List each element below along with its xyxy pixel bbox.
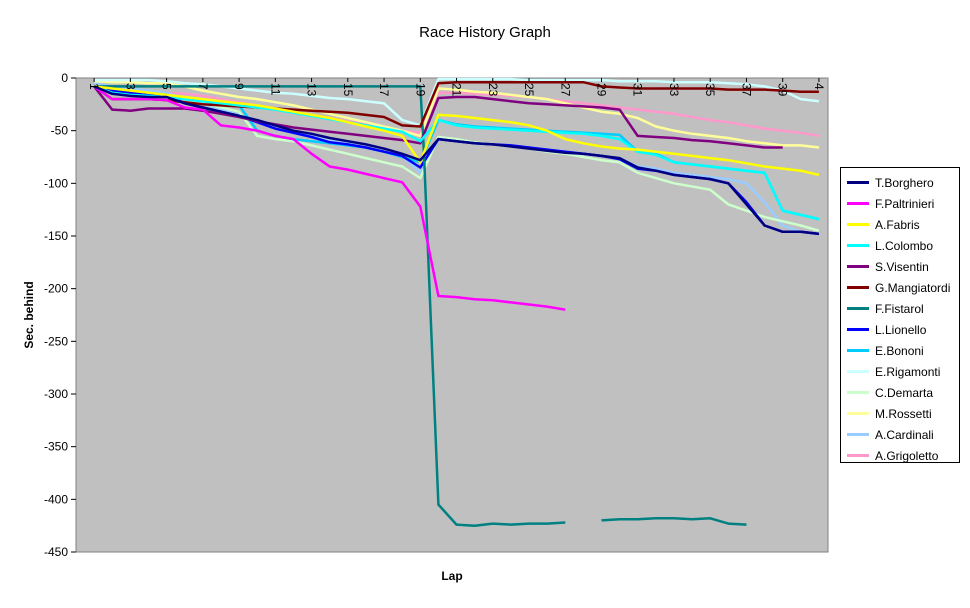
series-line-t-borghero	[93, 85, 820, 236]
legend-swatch	[847, 307, 869, 310]
chart-title: Race History Graph	[419, 24, 551, 41]
x-tick-label: 1	[87, 83, 101, 90]
legend-label: S.Visentin	[875, 259, 929, 274]
legend-label: G.Mangiatordi	[875, 280, 951, 295]
x-tick-label: 19	[413, 83, 427, 97]
legend-item: S.Visentin	[841, 256, 959, 277]
y-tick-label: -200	[44, 282, 68, 296]
x-tick-label: 37	[739, 83, 753, 97]
legend-swatch	[847, 349, 869, 352]
legend-label: M.Rossetti	[875, 406, 932, 421]
legend-label: A.Fabris	[875, 217, 920, 232]
y-tick-label: -400	[44, 492, 68, 506]
series-line-f-paltrinieri	[93, 85, 566, 311]
legend-swatch	[847, 391, 869, 394]
legend-swatch	[847, 370, 869, 373]
x-tick-label: 31	[631, 83, 645, 97]
x-tick-label: 17	[377, 83, 391, 97]
y-tick-label: -350	[44, 440, 68, 454]
legend-item: C.Demarta	[841, 382, 959, 403]
x-tick-label: 15	[341, 83, 355, 97]
legend-swatch	[847, 454, 869, 457]
legend-item: F.Fistarol	[841, 298, 959, 319]
x-tick-label: 39	[776, 83, 790, 97]
x-axis-label: Lap	[441, 569, 462, 583]
y-tick-label: 0	[61, 71, 68, 85]
legend-label: C.Demarta	[875, 385, 934, 400]
x-tick-label: 7	[196, 83, 210, 90]
series-line-m-rossetti	[94, 79, 820, 149]
x-tick-label: 3	[123, 83, 137, 90]
legend-item: F.Paltrinieri	[841, 193, 959, 214]
legend-label: T.Borghero	[875, 175, 934, 190]
legend-swatch	[847, 433, 869, 436]
legend-item: A.Grigoletto	[841, 445, 959, 466]
legend-label: E.Bononi	[875, 343, 924, 358]
legend-label: L.Lionello	[875, 322, 927, 337]
legend-item: T.Borghero	[841, 172, 959, 193]
series-line-l-colombo	[93, 85, 820, 221]
legend-swatch	[847, 244, 869, 247]
legend-item: M.Rossetti	[841, 403, 959, 424]
legend-item: L.Colombo	[841, 235, 959, 256]
plot-area	[75, 77, 829, 553]
x-tick-label: 5	[160, 83, 174, 90]
x-tick-label: 29	[594, 83, 608, 97]
x-tick-label: 23	[486, 83, 500, 97]
series-line-f-fistarol	[94, 85, 566, 527]
legend: T.Borghero F.Paltrinieri A.Fabris L.Colombo…	[840, 167, 960, 463]
legend-label: A.Grigoletto	[875, 448, 939, 463]
y-tick-label: -100	[44, 176, 68, 190]
y-tick-label: -50	[51, 124, 69, 138]
x-tick-label: 11	[268, 83, 282, 96]
legend-item: A.Fabris	[841, 214, 959, 235]
legend-swatch	[847, 328, 869, 331]
x-tick-label: 33	[667, 83, 681, 97]
series-line-a-grigoletto	[93, 85, 820, 138]
legend-swatch	[847, 412, 869, 415]
x-tick-label: 13	[305, 83, 319, 97]
legend-label: E.Rigamonti	[875, 364, 941, 379]
x-tick-label: 4	[812, 83, 826, 90]
legend-item: L.Lionello	[841, 319, 959, 340]
legend-swatch	[847, 181, 869, 184]
y-tick-label: -250	[44, 334, 68, 348]
y-tick-label: -150	[44, 229, 68, 243]
legend-item: A.Cardinali	[841, 424, 959, 445]
legend-swatch	[847, 265, 869, 268]
series-line-f-fistarol-part2	[601, 517, 747, 526]
y-tick-label: -300	[44, 387, 68, 401]
legend-label: L.Colombo	[875, 238, 934, 253]
x-tick-label: 25	[522, 83, 536, 97]
legend-swatch	[847, 223, 869, 226]
legend-label: F.Fistarol	[875, 301, 924, 316]
series-line-s-visentin	[93, 85, 783, 149]
legend-item: E.Bononi	[841, 340, 959, 361]
legend-label: A.Cardinali	[875, 427, 934, 442]
x-tick-label: 21	[450, 83, 464, 97]
series-line-a-fabris	[93, 85, 820, 177]
x-tick-label: 35	[703, 83, 717, 97]
x-tick-label: 9	[232, 83, 246, 90]
legend-item: E.Rigamonti	[841, 361, 959, 382]
legend-swatch	[847, 202, 869, 205]
series-line-g-mangiatordi	[93, 80, 819, 128]
legend-swatch	[847, 286, 869, 289]
y-tick-label: -450	[44, 545, 68, 559]
legend-item: G.Mangiatordi	[841, 277, 959, 298]
x-tick-label: 27	[558, 83, 572, 97]
legend-label: F.Paltrinieri	[875, 196, 935, 211]
y-axis-label: Sec. behind	[22, 281, 36, 348]
